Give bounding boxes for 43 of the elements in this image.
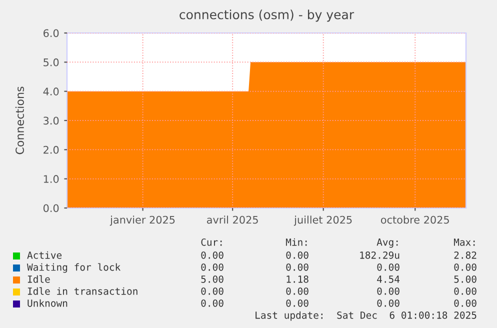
text: 0.00 [201,299,224,307]
legend-label: Unknown [28,299,68,307]
x-tick-label: avril 2025 [206,216,258,224]
text: 0.00 [286,299,308,307]
text: 0.00 [377,263,400,271]
text: 0.00 [286,251,308,259]
text: 0.00 [454,287,476,295]
text: 0.00 [201,287,224,295]
y-tick-label: 2.0 [44,146,59,154]
text: 182.29u [360,251,400,259]
chart-title: connections (osm) - by year [180,10,354,22]
text: 0.00 [201,251,224,259]
x-tick-label: juillet 2025 [294,216,352,226]
text: Max: [454,238,475,246]
text: Avg: [376,238,398,248]
text: Last update: Sat Dec 6 01:00:18 2025 [256,311,476,321]
text: 0.00 [201,263,224,271]
text: 4.54 [377,276,400,283]
legend-label: Waiting for lock [27,263,121,273]
text: Min: [286,238,307,246]
y-tick-label: 5.0 [44,58,59,66]
legend-label: Idle in transaction [28,287,138,295]
y-tick-label: 4.0 [43,88,59,96]
y-tick-label: 6.0 [44,29,59,38]
x-tick-label: janvier 2025 [110,216,175,226]
y-tick-label: 0.0 [43,204,59,212]
text: 5.00 [201,275,224,283]
text: 0.00 [454,263,476,271]
x-tick-label: octobre 2025 [380,216,449,224]
text: Cur: [201,238,222,246]
legend-label: Active [27,251,62,259]
text: 0.00 [286,287,308,295]
y-tick-label: 3.0 [44,116,59,125]
text: 0.00 [286,263,308,271]
text: 0.00 [377,287,400,295]
y-axis-title: Connections [15,86,24,154]
text: 2.82 [454,251,476,259]
text: 1.18 [286,275,308,283]
text: 0.00 [377,299,400,307]
y-tick-label: 1.0 [44,175,59,183]
text: 5.00 [454,275,476,283]
text: 0.00 [454,299,476,307]
legend-label: Idle [28,275,50,283]
